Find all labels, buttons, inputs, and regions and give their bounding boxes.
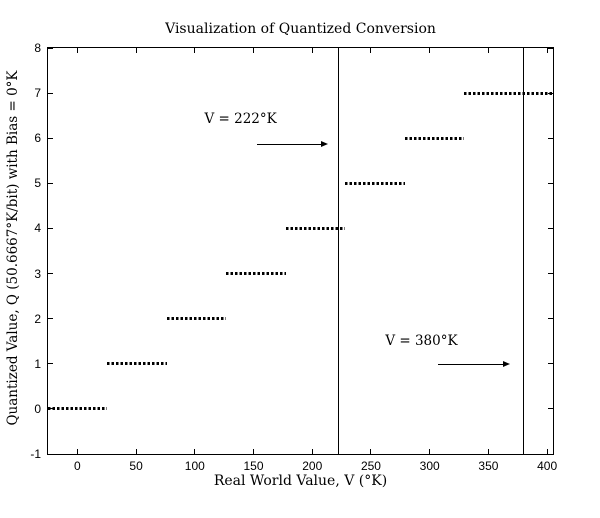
y-tick-label: 4 <box>34 221 41 236</box>
y-tick-left <box>48 137 53 139</box>
y-tick-left <box>48 227 53 229</box>
annotation-text: V = 380°K <box>385 333 458 350</box>
y-tick-label: -1 <box>30 447 41 461</box>
quantized-step-segment <box>166 317 227 321</box>
y-tick-left <box>48 453 53 455</box>
y-tick-left <box>48 363 53 365</box>
y-tick-label: 6 <box>34 131 41 146</box>
x-tick-top <box>429 48 431 53</box>
y-tick-label: 0 <box>34 401 41 416</box>
vertical-reference-line <box>523 48 525 454</box>
y-tick-right <box>548 363 553 365</box>
quantized-step-segment <box>345 181 405 185</box>
y-axis-label: Quantized Value, Q (50.6667°K/bit) with … <box>5 70 21 426</box>
x-tick-bottom <box>429 449 431 454</box>
y-tick-right <box>548 47 553 49</box>
x-tick-bottom <box>253 449 255 454</box>
y-tick-right <box>548 182 553 184</box>
y-tick-left <box>48 47 53 49</box>
quantized-step-segment <box>464 91 553 95</box>
quantized-step-segment <box>226 272 286 276</box>
y-tick-right <box>548 453 553 455</box>
x-tick-label: 0 <box>74 459 81 473</box>
annotation-arrow-head <box>502 361 510 368</box>
x-tick-label: 400 <box>537 459 558 473</box>
quantized-step-segment <box>48 407 108 411</box>
y-tick-label: 2 <box>34 311 41 326</box>
quantized-step-segment <box>404 136 465 140</box>
x-tick-bottom <box>76 449 78 454</box>
y-tick-right <box>548 318 553 320</box>
plot-area: 0 50 100 150 200 250 300 350 400 -1 0 1 2 3 4 5 6 7 8 V = 2… <box>30 41 557 473</box>
chart-title: Visualization of Quantized Conversion <box>165 21 436 37</box>
y-tick-label: 3 <box>34 266 41 281</box>
y-tick-label: 7 <box>34 86 41 101</box>
x-tick-bottom <box>370 449 372 454</box>
x-tick-top <box>311 48 313 53</box>
x-tick-top <box>76 48 78 53</box>
x-tick-top <box>487 48 489 53</box>
y-tick-left <box>48 92 53 94</box>
x-tick-label: 350 <box>478 459 499 473</box>
x-tick-top <box>253 48 255 53</box>
x-tick-bottom <box>546 449 548 454</box>
quantized-step-segment <box>285 226 346 230</box>
quantized-step-segment <box>107 362 167 366</box>
x-tick-bottom <box>487 449 489 454</box>
x-tick-label: 50 <box>129 459 143 473</box>
x-axis-label: Real World Value, V (°K) <box>213 473 388 489</box>
y-tick-label: 5 <box>34 176 41 191</box>
y-tick-left <box>48 273 53 275</box>
annotation-text: V = 222°K <box>204 110 277 127</box>
annotation-arrow-line <box>437 364 504 366</box>
x-tick-label: 300 <box>419 459 440 473</box>
annotation-arrow-head <box>320 140 328 147</box>
x-tick-top <box>135 48 137 53</box>
x-tick-top <box>194 48 196 53</box>
y-tick-right <box>548 408 553 410</box>
y-tick-label: 1 <box>34 356 41 371</box>
x-tick-label: 150 <box>243 459 264 473</box>
x-tick-top <box>370 48 372 53</box>
y-tick-right <box>548 137 553 139</box>
x-tick-bottom <box>194 449 196 454</box>
x-tick-label: 200 <box>302 459 323 473</box>
annotation-arrow-line <box>257 143 322 145</box>
x-tick-bottom <box>135 449 137 454</box>
x-tick-label: 250 <box>360 459 381 473</box>
x-tick-label: 100 <box>184 459 205 473</box>
x-tick-top <box>546 48 548 53</box>
y-tick-left <box>48 182 53 184</box>
y-tick-label: 8 <box>34 41 41 55</box>
y-tick-left <box>48 318 53 320</box>
x-tick-bottom <box>311 449 313 454</box>
vertical-reference-line <box>337 48 339 454</box>
y-tick-right <box>548 227 553 229</box>
y-tick-right <box>548 273 553 275</box>
